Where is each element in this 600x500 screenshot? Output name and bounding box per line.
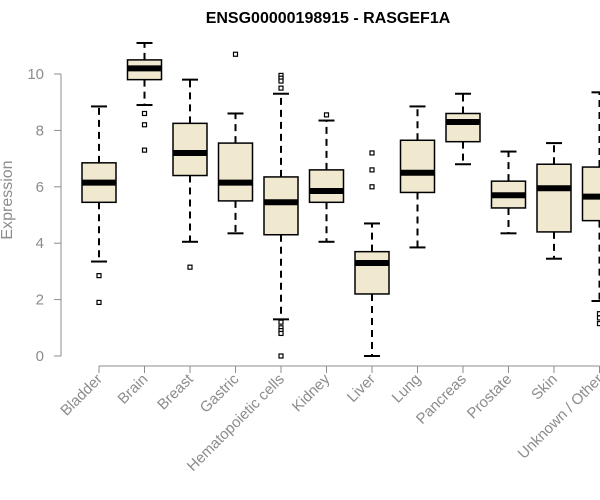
iqr-box	[354, 250, 390, 295]
box-series	[81, 41, 600, 359]
y-axis: 0 2 4 6 8 10	[27, 66, 62, 365]
y-tick-label: 10	[27, 66, 44, 83]
x-category-label: Breast	[154, 370, 197, 413]
box-gastric	[217, 51, 254, 235]
box-breast	[172, 78, 208, 270]
x-category-label: Pancreas	[413, 371, 470, 428]
box-kidney	[308, 112, 345, 243]
outlier-point	[369, 184, 375, 190]
y-axis-title: Expression	[0, 160, 16, 239]
outlier-point	[96, 273, 102, 279]
box-hematopoietic-cells	[263, 72, 299, 359]
y-tick-label: 6	[36, 179, 44, 196]
y-tick-label: 8	[36, 122, 44, 139]
x-category-label: Lung	[389, 371, 425, 407]
iqr-box	[217, 142, 254, 202]
outlier-point	[278, 78, 284, 84]
x-category-label: Kidney	[289, 370, 334, 415]
outlier-point	[278, 330, 284, 337]
box-liver	[354, 150, 390, 357]
x-category-label: Liver	[344, 371, 379, 406]
outlier-point	[187, 264, 193, 270]
y-tick-label: 4	[36, 235, 44, 252]
outlier-point	[323, 112, 330, 118]
box-skin	[536, 142, 572, 260]
y-tick-label: 2	[36, 292, 44, 309]
outlier-point	[141, 122, 148, 128]
outlier-point	[278, 319, 284, 325]
outlier-point	[232, 51, 239, 57]
iqr-box	[445, 112, 481, 143]
box-pancreas	[445, 92, 481, 166]
outlier-point	[369, 167, 375, 173]
x-category-label: Prostate	[464, 371, 516, 423]
x-category-label: Brain	[115, 371, 152, 408]
box-unknown-other	[581, 91, 600, 327]
box-lung	[399, 105, 436, 249]
x-category-label: Skin	[528, 371, 561, 404]
outlier-point	[141, 147, 148, 153]
iqr-box	[308, 169, 345, 204]
box-bladder	[81, 105, 117, 306]
outlier-point	[141, 110, 148, 117]
iqr-box	[536, 163, 572, 233]
outlier-point	[278, 353, 284, 359]
outlier-point	[96, 299, 102, 306]
box-brain	[126, 41, 163, 153]
box-prostate	[490, 150, 527, 235]
iqr-box	[172, 122, 208, 177]
outlier-point	[369, 150, 375, 156]
outlier-point	[278, 85, 284, 91]
iqr-box	[399, 139, 436, 194]
chart-title: ENSG00000198915 - RASGEF1A	[206, 10, 451, 27]
x-category-label: Bladder	[57, 371, 106, 420]
iqr-box	[263, 176, 299, 236]
y-tick-label: 0	[36, 348, 44, 365]
